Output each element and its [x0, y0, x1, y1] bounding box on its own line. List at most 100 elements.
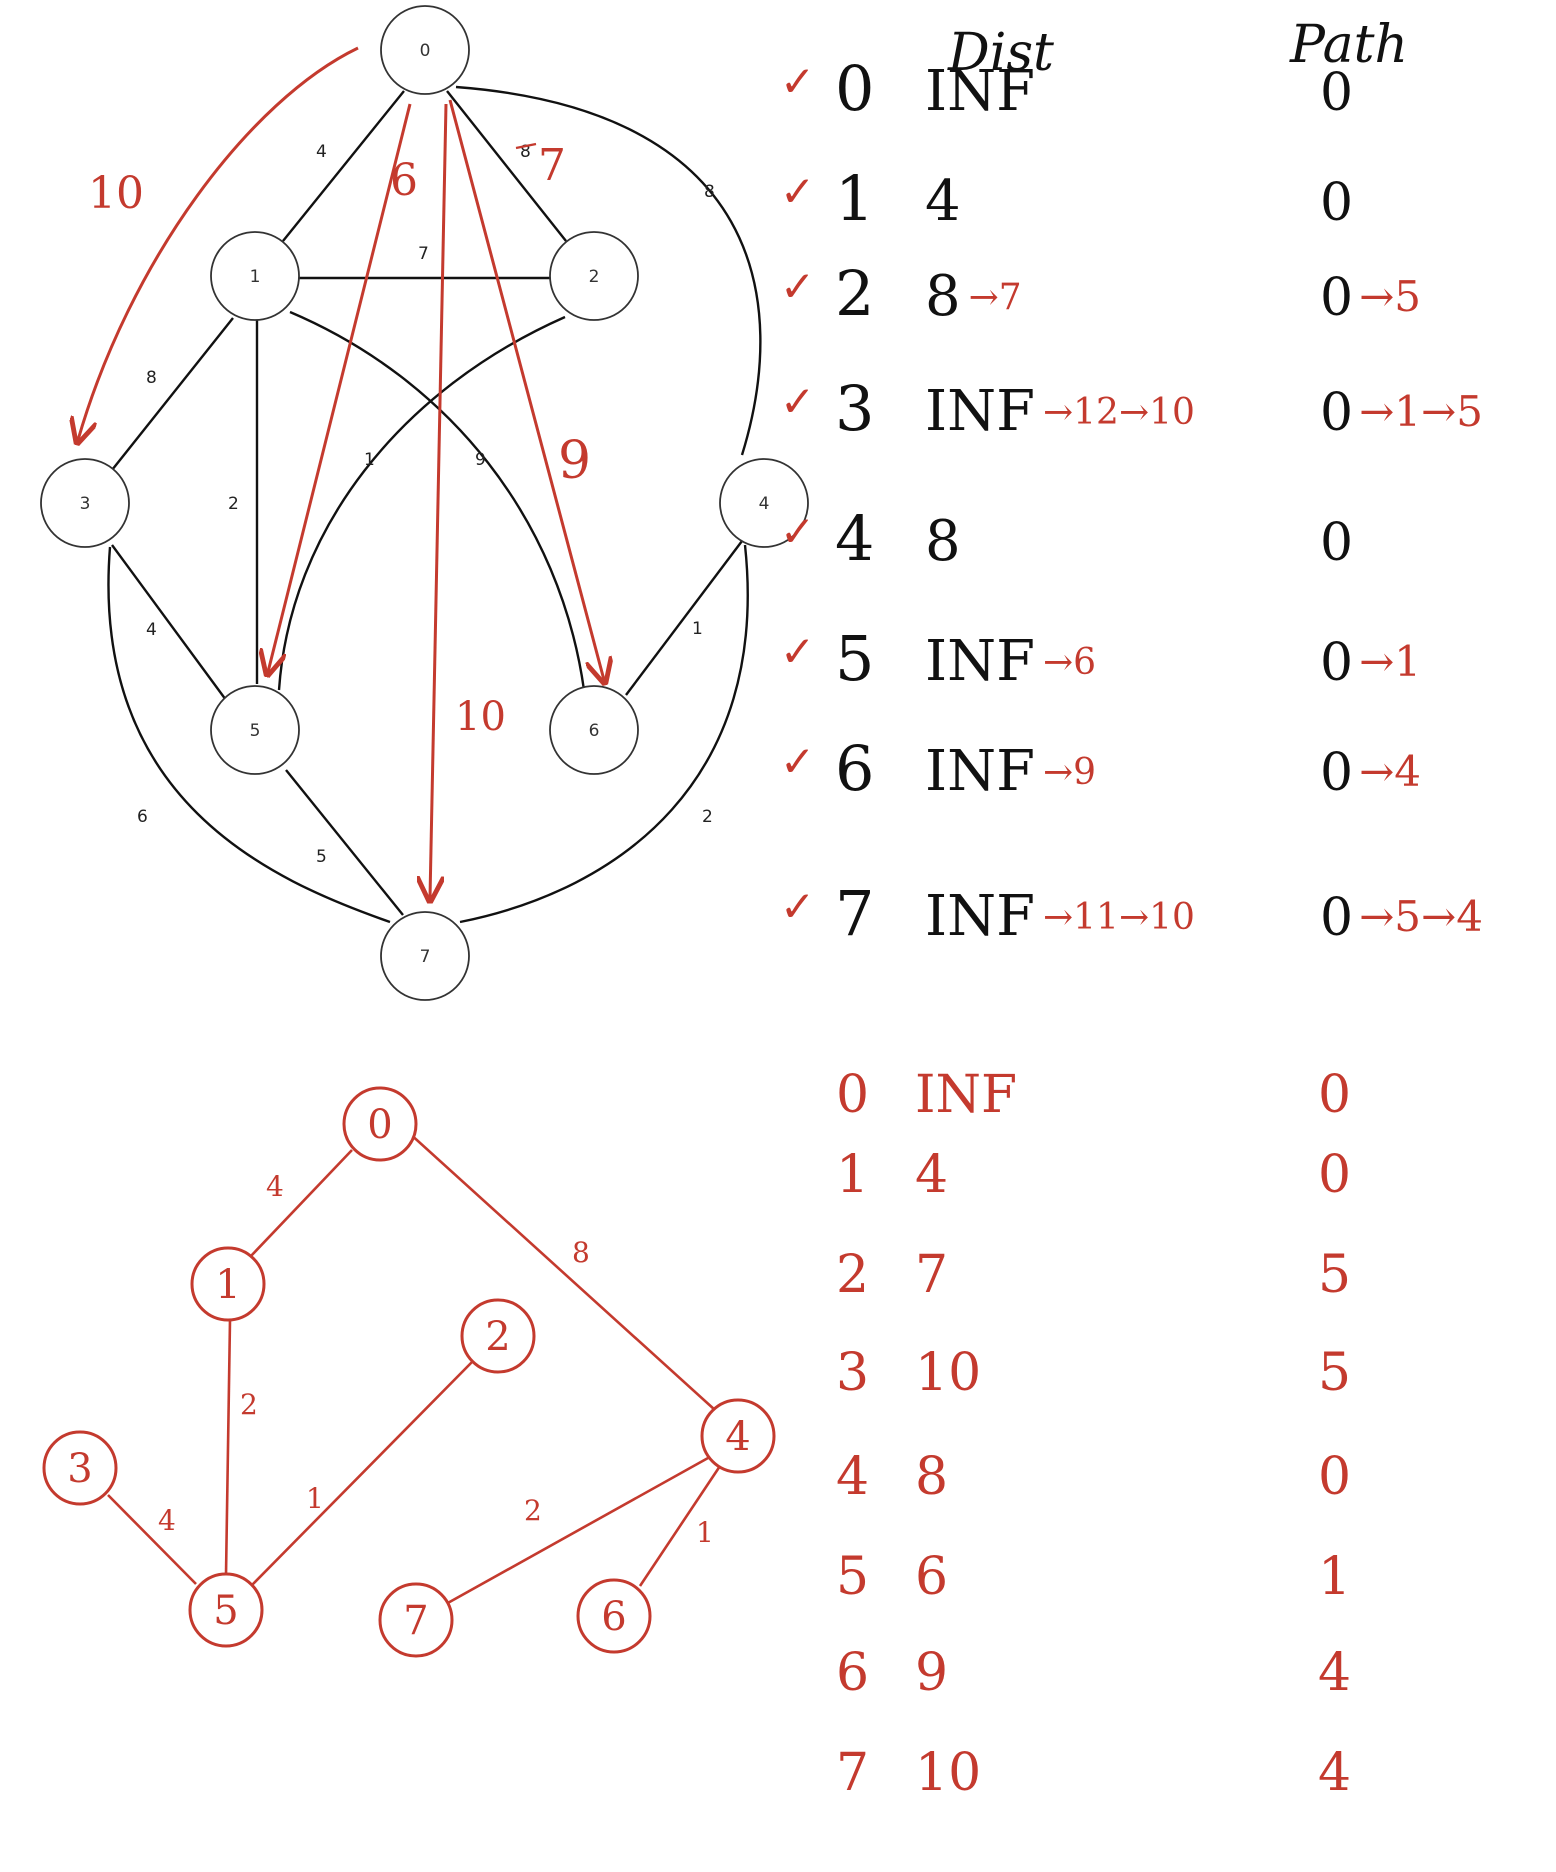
graph-node-label: 2 [589, 267, 600, 287]
edge-weight-4-7: 2 [702, 807, 713, 827]
row-vertex: 0 [835, 52, 874, 125]
tree-edge-weights: 4 8 2 1 4 2 1 [158, 1170, 714, 1549]
graph-node-label: 0 [420, 41, 431, 61]
graph-node-4: 4 [719, 458, 809, 548]
row-dist: 6 [915, 1547, 948, 1607]
edge-weight-1-6: 9 [475, 450, 486, 470]
edge-weight-3-5: 4 [146, 620, 157, 640]
table1-row: ✓ 2 8 →7 0 →5 [780, 257, 1421, 330]
edge-weight-1-2: 7 [418, 244, 429, 264]
row-check: ✓ [780, 882, 815, 931]
row-vertex: 6 [835, 732, 874, 805]
tree-node-0: 0 [342, 1086, 418, 1162]
row-path: 0 [1320, 173, 1353, 233]
graph-node-5: 5 [210, 685, 300, 775]
tree-nodes: 0 1 2 3 4 5 6 [42, 1086, 776, 1658]
tree-node-7: 7 [378, 1582, 454, 1658]
row-dist: 10 [915, 1743, 981, 1803]
row-path: 0 [1318, 1145, 1351, 1205]
row-dist-update: →7 [969, 277, 1022, 318]
row-path: 0 [1320, 633, 1353, 693]
graph-node-label: 4 [759, 494, 770, 514]
tree-weight-2-5: 1 [306, 1482, 324, 1515]
table1-header-dist: Dist [947, 23, 1054, 83]
row-dist: 8 [925, 264, 961, 329]
edge-weight-4-6: 1 [692, 619, 703, 639]
table1-row: ✓ 5 INF →6 0 →1 [780, 622, 1421, 695]
edge-weight-5-7: 5 [316, 847, 327, 867]
row-vertex: 2 [836, 1245, 869, 1305]
tree-node-label: 2 [485, 1314, 510, 1360]
tree-node-5: 5 [188, 1572, 264, 1648]
tree-node-3: 3 [42, 1430, 118, 1506]
table1-row: ✓ 7 INF →11→10 0 →5→4 [780, 877, 1483, 950]
tree-weight-1-5: 2 [240, 1388, 258, 1421]
table2-row: 3 10 5 [836, 1343, 1351, 1403]
tree-node-label: 3 [67, 1446, 92, 1492]
tree-node-label: 7 [403, 1598, 428, 1644]
row-check: ✓ [780, 57, 815, 106]
graph-edge-weights: 4 8 8 7 8 2 9 1 4 6 1 2 5 [137, 142, 715, 867]
row-path-update: →4 [1359, 747, 1421, 796]
tree-edge-4-7 [445, 1456, 709, 1606]
row-vertex: 7 [835, 877, 874, 950]
annotation-label-6: 9 [558, 431, 591, 491]
row-vertex: 3 [836, 1343, 869, 1403]
table1-row: ✓ 1 4 0 [780, 162, 1353, 235]
row-vertex: 4 [836, 1447, 869, 1507]
edge-0-2 [446, 90, 567, 242]
edge-2-5 [277, 315, 566, 691]
table1-row: ✓ 3 INF →12→10 0 →1→5 [780, 372, 1483, 445]
row-path-update: →1 [1359, 637, 1421, 686]
table1-rows: ✓ 0 INF 0✓ 1 4 0✓ 2 8 →7 0 →5✓ 3 INF →12→10 0 →1→5✓ 4 8 0✓ 5… [780, 52, 1483, 950]
tree-node-label: 1 [215, 1262, 240, 1308]
tree-edge-4-6 [638, 1465, 722, 1587]
row-path: 0 [1320, 383, 1353, 443]
table1-row: ✓ 4 8 0 [780, 502, 1353, 575]
edge-0-4 [455, 85, 762, 456]
row-dist: 10 [915, 1343, 981, 1403]
row-vertex: 7 [836, 1743, 869, 1803]
graph-node-label: 7 [420, 947, 431, 967]
row-path-update: →5→4 [1359, 892, 1483, 941]
row-path: 0 [1318, 1065, 1351, 1125]
row-path: 0 [1320, 63, 1353, 123]
tree-node-label: 4 [725, 1414, 750, 1460]
edge-5-7 [285, 769, 404, 916]
graph-node-label: 5 [250, 721, 261, 741]
row-dist: INF [915, 1065, 1017, 1125]
tree-node-6: 6 [576, 1578, 652, 1654]
edge-weight-2-5: 1 [364, 450, 375, 470]
edge-0-1 [282, 90, 405, 242]
tree-edge-1-5 [224, 1319, 232, 1576]
row-vertex: 6 [836, 1643, 869, 1703]
graph-edges [107, 85, 762, 924]
tree-edge-0-4 [407, 1131, 716, 1411]
edge-weight-3-7: 6 [137, 807, 148, 827]
edge-weight-1-3: 8 [146, 368, 157, 388]
graph-node-label: 1 [250, 267, 261, 287]
row-dist: 9 [915, 1643, 948, 1703]
row-path: 4 [1318, 1743, 1351, 1803]
table2-rows: 0 INF 01 4 02 7 53 10 54 8 05 6 16 9 47 10 4 [836, 1065, 1351, 1803]
shortest-path-tree: 4 8 2 1 4 2 1 0 1 2 3 [42, 1086, 776, 1658]
row-dist-update: →12→10 [1043, 392, 1195, 433]
tree-node-label: 5 [213, 1588, 238, 1634]
edge-4-6 [625, 540, 743, 696]
row-check: ✓ [780, 507, 815, 556]
graph-node-6: 6 [549, 685, 639, 775]
row-check: ✓ [780, 737, 815, 786]
edge-1-6 [289, 310, 586, 691]
tree-weight-4-7: 2 [524, 1494, 542, 1527]
row-vertex: 5 [836, 1547, 869, 1607]
tree-edges [107, 1131, 722, 1606]
row-path: 0 [1320, 268, 1353, 328]
annotation-label-3: 10 [88, 168, 144, 219]
tree-weight-0-1: 4 [266, 1170, 284, 1203]
tree-weight-4-6: 1 [696, 1516, 714, 1549]
row-path: 1 [1318, 1547, 1351, 1607]
